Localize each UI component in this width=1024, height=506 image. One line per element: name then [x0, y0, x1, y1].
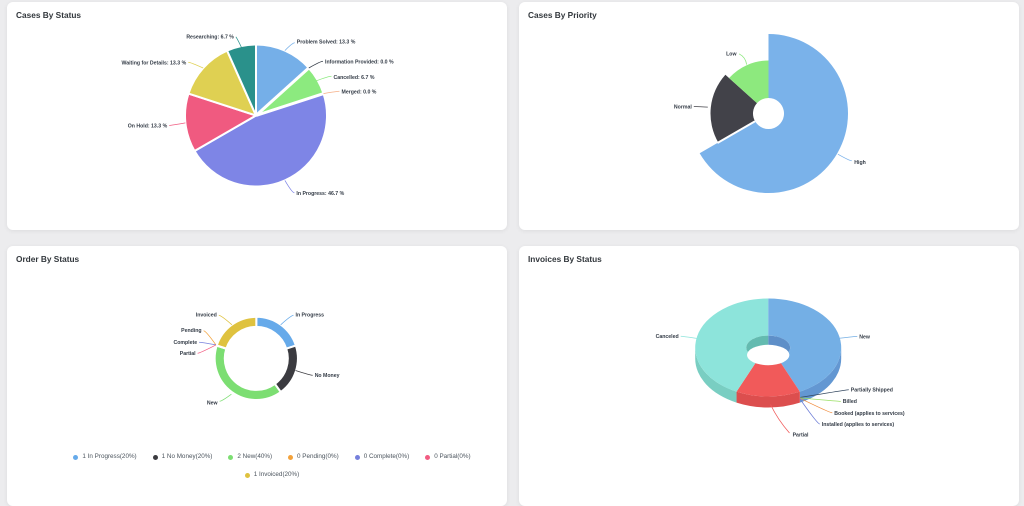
svg-text:In Progress: 46.7 %: In Progress: 46.7 %	[296, 191, 344, 197]
svg-text:Normal: Normal	[674, 104, 692, 110]
svg-text:Partial: Partial	[180, 351, 196, 357]
svg-text:Invoiced: Invoiced	[196, 312, 217, 318]
svg-text:Billed: Billed	[843, 399, 857, 405]
svg-text:Problem Solved: 13.3 %: Problem Solved: 13.3 %	[297, 39, 356, 45]
svg-text:Waiting for Details: 13.3 %: Waiting for Details: 13.3 %	[122, 60, 187, 66]
svg-text:Complete: Complete	[173, 340, 197, 346]
svg-text:Low: Low	[726, 52, 737, 58]
svg-text:New: New	[207, 400, 219, 406]
svg-text:On Hold: 13.3 %: On Hold: 13.3 %	[128, 124, 168, 130]
svg-text:In Progress: In Progress	[296, 312, 325, 318]
svg-text:Canceled: Canceled	[656, 334, 679, 340]
svg-text:Partial: Partial	[793, 433, 809, 439]
svg-text:Partially Shipped: Partially Shipped	[851, 388, 893, 394]
svg-text:Information Provided: 0.0 %: Information Provided: 0.0 %	[325, 59, 394, 65]
svg-text:New: New	[859, 334, 871, 340]
svg-text:Pending: Pending	[181, 328, 201, 334]
svg-text:High: High	[854, 160, 866, 166]
svg-text:Booked (applies to services): Booked (applies to services)	[834, 411, 905, 417]
svg-text:No Money: No Money	[315, 373, 340, 379]
svg-text:Researching: 6.7 %: Researching: 6.7 %	[186, 34, 234, 40]
svg-text:Installed (applies to services: Installed (applies to services)	[822, 422, 895, 428]
svg-text:Cancelled: 6.7 %: Cancelled: 6.7 %	[334, 75, 375, 81]
svg-text:Merged: 0.0 %: Merged: 0.0 %	[342, 89, 377, 95]
